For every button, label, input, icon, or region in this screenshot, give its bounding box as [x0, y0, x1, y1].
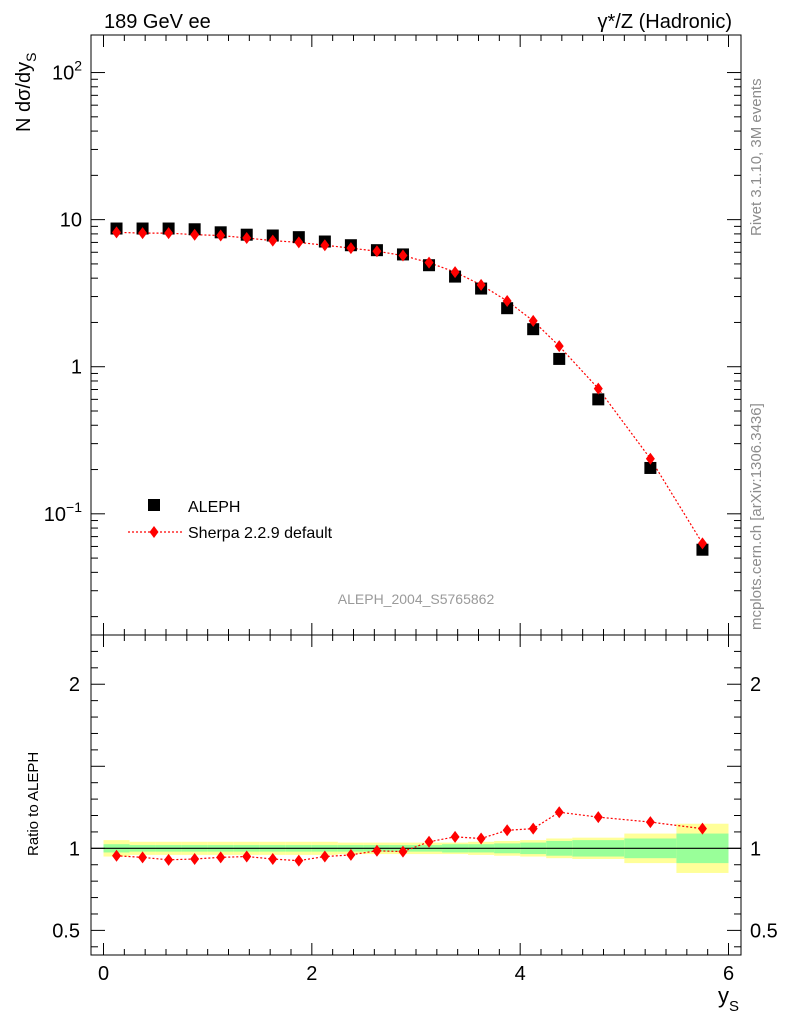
top-y-axis-title-sub: S: [23, 53, 39, 62]
data-point: [527, 323, 540, 336]
ratio-y-tick-label-right: 0.5: [750, 920, 778, 942]
ratio-point: [164, 853, 174, 866]
mc-point: [320, 239, 330, 252]
ratio-point: [554, 806, 564, 819]
mc-point: [112, 226, 122, 239]
y-tick-label: 10: [60, 210, 82, 232]
top-y-axis-title-text: N dσ/dy: [13, 62, 35, 132]
mc-point: [242, 232, 252, 245]
ratio-y-tick-label-right: 1: [750, 838, 761, 860]
ratio-point: [528, 822, 538, 835]
mc-point: [450, 266, 460, 279]
mc-point: [372, 245, 382, 258]
ratio-point: [138, 851, 148, 864]
top-y-axis-title: N dσ/dyS: [13, 53, 39, 133]
mc-point: [476, 278, 486, 291]
mc-point: [268, 234, 278, 247]
x-axis-title-text: y: [718, 983, 729, 1008]
ratio-point: [697, 822, 707, 835]
ratio-point: [242, 850, 252, 863]
ratio-point: [216, 851, 226, 864]
ratio-point: [346, 848, 356, 861]
ratio-point: [502, 824, 512, 837]
ratio-point: [476, 832, 486, 845]
x-tick-label: 0: [98, 963, 109, 985]
bottom-y-axis-title: Ratio to ALEPH: [25, 752, 42, 856]
x-tick-label: 6: [723, 963, 734, 985]
ratio-y-tick-label: 1: [69, 838, 80, 860]
x-axis-title-sub: S: [729, 998, 739, 1015]
ratio-y-tick-label-right: 2: [750, 674, 761, 696]
x-axis-title: yS: [718, 983, 739, 1015]
mc-point: [216, 229, 226, 242]
analysis-id: ALEPH_2004_S5765862: [338, 591, 495, 607]
mc-point: [645, 452, 655, 465]
ratio-y-tick-label: 0.5: [52, 920, 80, 942]
ratio-point: [268, 853, 278, 865]
ratio-point: [372, 844, 382, 857]
top-frame: [90, 34, 742, 636]
mc-point: [593, 382, 603, 395]
data-point: [644, 461, 657, 474]
ratio-point: [320, 850, 330, 863]
left-title: 189 GeV ee: [104, 11, 211, 33]
legend: ALEPH Sherpa 2.2.9 default: [128, 499, 333, 542]
main-panel: 102 10 1 10−1: [44, 34, 742, 636]
mc-point: [398, 249, 408, 262]
x-tick-label: 2: [306, 963, 317, 985]
mc-point: [346, 242, 356, 255]
data-point: [592, 393, 605, 406]
y-tick-label: 1: [71, 357, 82, 379]
ratio-point: [398, 845, 408, 858]
ratio-point: [190, 853, 200, 865]
mc-point: [424, 256, 434, 269]
ratio-point: [593, 811, 603, 824]
svg-text:N dσ/dyS: N dσ/dyS: [13, 53, 39, 133]
ratio-point: [424, 835, 434, 848]
mc-line: [116, 231, 703, 544]
data-point: [696, 543, 709, 556]
rivet-label: Rivet 3.1.10, 3M events: [748, 78, 765, 236]
x-tick-label: 4: [515, 963, 526, 985]
legend-marker-sherpa: [149, 526, 159, 538]
mc-point: [528, 314, 538, 327]
mc-point: [164, 227, 174, 240]
ratio-panel: 0 2 4 6 0.5 0.5 1 1 2 2: [52, 634, 778, 985]
legend-label-aleph: ALEPH: [188, 499, 240, 516]
mc-point: [138, 227, 148, 240]
data-point: [501, 302, 514, 315]
mc-point: [294, 236, 304, 249]
mc-point: [697, 537, 707, 550]
legend-marker-aleph: [148, 499, 160, 511]
y-tick-label: 10−1: [44, 499, 82, 526]
mc-point: [190, 228, 200, 241]
mcplots-label: mcplots.cern.ch [arXiv:1306.3436]: [748, 403, 765, 630]
y-tick-label: 102: [52, 58, 82, 85]
mc-point: [502, 294, 512, 307]
ratio-point: [112, 849, 122, 862]
right-title: γ*/Z (Hadronic): [598, 11, 732, 33]
ratio-point: [645, 816, 655, 829]
ratio-y-tick-label: 2: [69, 674, 80, 696]
bottom-frame: [90, 634, 742, 956]
data-point: [553, 352, 566, 365]
ratio-point: [450, 830, 460, 843]
mc-point: [554, 340, 564, 353]
ratio-point: [294, 854, 304, 867]
legend-label-sherpa: Sherpa 2.2.9 default: [188, 525, 333, 542]
